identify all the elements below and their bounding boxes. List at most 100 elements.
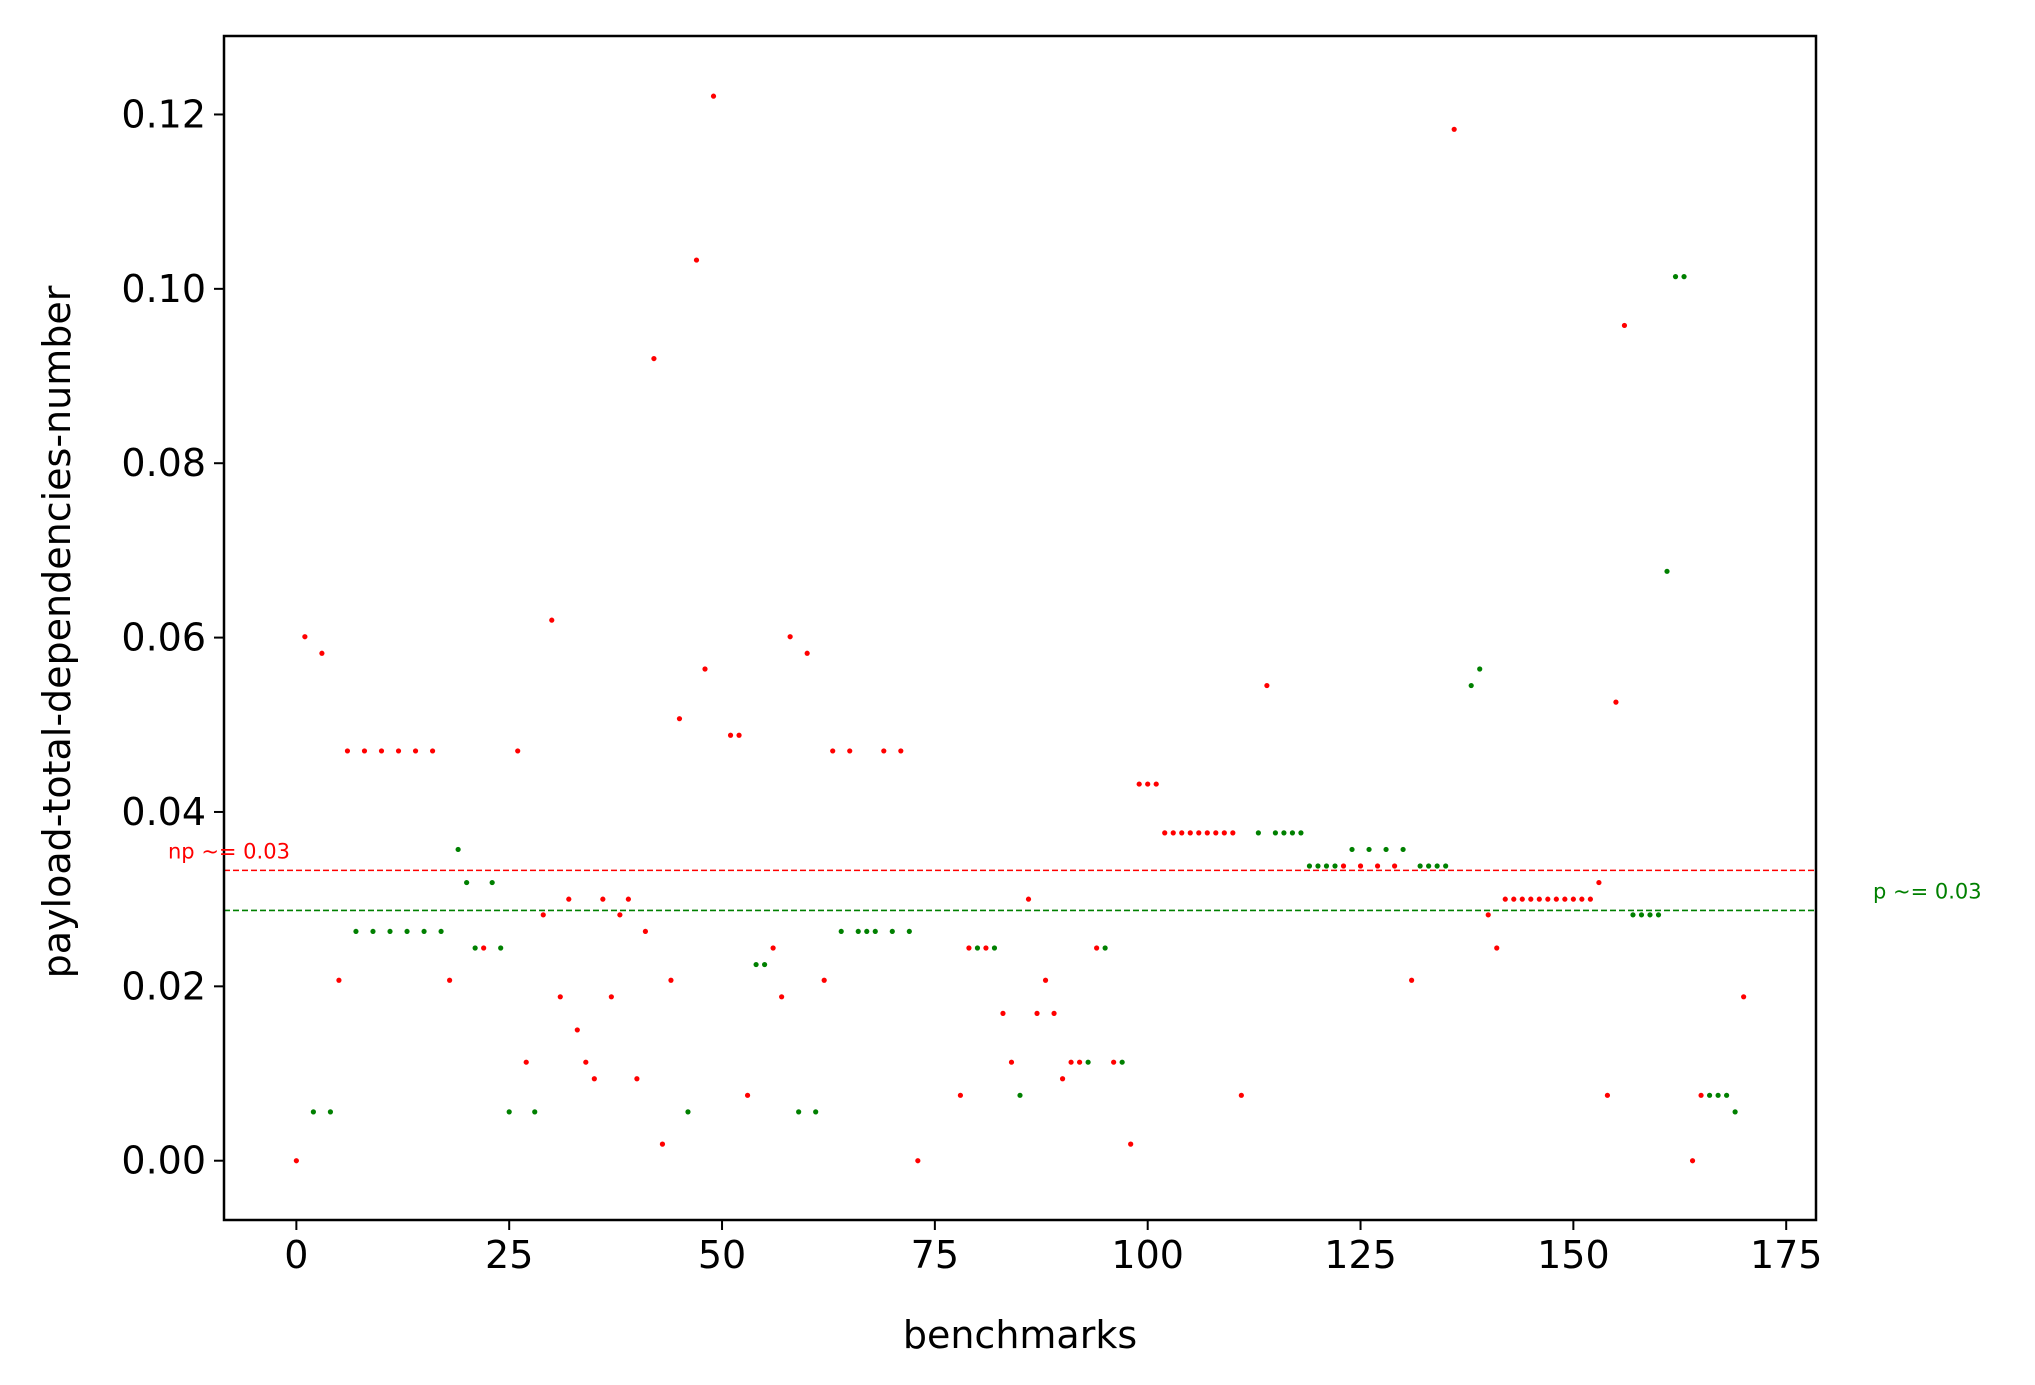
data-point-p [753, 961, 759, 968]
x-tick-label: 50 [698, 1233, 746, 1277]
data-point-np [1391, 863, 1398, 869]
data-point-np [1511, 896, 1517, 902]
data-point-p [974, 945, 981, 951]
data-point-np [1536, 896, 1542, 902]
data-point-np [1502, 896, 1508, 902]
data-point-np [881, 748, 887, 754]
data-point-np [1264, 682, 1270, 689]
data-point-p [310, 1109, 316, 1115]
data-point-np [1034, 1010, 1040, 1016]
data-point-np [1145, 781, 1151, 787]
data-point-np [600, 896, 606, 902]
data-point-np [583, 1059, 589, 1065]
data-point-p [1417, 863, 1423, 869]
data-point-p [1434, 863, 1440, 869]
data-point-p [506, 1109, 512, 1115]
data-point-p [498, 945, 504, 951]
data-point-p [1289, 830, 1296, 836]
data-point-p [1681, 274, 1687, 280]
data-point-np [787, 634, 793, 640]
data-point-p [1443, 863, 1449, 869]
data-point-p [1672, 274, 1679, 280]
data-point-np [1451, 126, 1457, 132]
data-point-np [744, 1092, 751, 1098]
data-point-p [1102, 945, 1108, 951]
data-point-np [651, 355, 657, 362]
data-point-p [889, 928, 895, 935]
x-tick-label: 175 [1750, 1233, 1823, 1277]
data-point-np [447, 977, 453, 983]
data-point-np [1111, 1059, 1117, 1065]
data-point-np [481, 945, 487, 951]
x-tick-label: 125 [1324, 1233, 1397, 1277]
y-tick-label: 0.06 [121, 616, 206, 660]
data-point-np [1230, 830, 1236, 836]
data-point-p [906, 928, 912, 935]
data-point-p [370, 928, 376, 935]
data-point-p [455, 846, 461, 853]
data-point-np [1741, 994, 1747, 1000]
data-point-np [693, 257, 700, 263]
data-point-p [472, 945, 478, 951]
data-point-p [1281, 830, 1287, 836]
x-tick-label: 100 [1111, 1233, 1184, 1277]
plot-frame [222, 34, 1818, 1222]
data-point-np [727, 732, 734, 738]
y-tick-label: 0.00 [121, 1139, 206, 1183]
data-point-np [1238, 1092, 1244, 1098]
data-point-np [1051, 1010, 1057, 1016]
x-axis-title: benchmarks [903, 1313, 1137, 1357]
data-point-np [1357, 863, 1364, 869]
data-point-np [1059, 1076, 1066, 1082]
data-point-p [1638, 912, 1645, 918]
data-point-np [1596, 879, 1602, 886]
data-point-p [685, 1109, 691, 1115]
data-point-p [1715, 1092, 1721, 1098]
data-point-p [1468, 682, 1474, 689]
x-tick-label: 75 [911, 1233, 959, 1277]
data-point-p [532, 1109, 538, 1115]
np-reference-label: np ~= 0.03 [168, 839, 290, 863]
data-point-np [574, 1027, 580, 1033]
data-point-p [1477, 666, 1483, 672]
data-point-np [608, 994, 614, 1000]
data-point-p [855, 928, 861, 935]
data-point-p [1664, 568, 1670, 574]
data-point-np [1519, 896, 1525, 902]
data-point-np [1570, 896, 1576, 902]
data-point-np [1008, 1059, 1015, 1065]
data-point-np [1153, 781, 1159, 787]
y-axis-ticks: 0.00 0.02 0.04 0.06 0.08 0.10 0.12 [121, 92, 224, 1183]
data-point-p [838, 928, 844, 935]
data-point-np [821, 977, 827, 983]
data-point-np [957, 1092, 964, 1098]
reference-lines [224, 869, 1816, 912]
y-tick-label: 0.10 [121, 267, 206, 311]
y-tick-label: 0.04 [121, 790, 206, 834]
x-tick-label: 25 [485, 1233, 533, 1277]
data-point-np [1204, 830, 1210, 836]
data-point-p [991, 945, 998, 951]
data-points [293, 93, 1747, 1164]
data-point-np [1025, 896, 1032, 902]
data-point-np [319, 650, 325, 656]
data-point-np [515, 748, 521, 754]
data-point-np [1553, 896, 1559, 902]
data-point-np [1485, 912, 1491, 918]
data-point-p [1017, 1092, 1023, 1098]
data-point-p [489, 879, 495, 886]
data-point-np [676, 716, 683, 722]
data-point-p [1272, 830, 1279, 836]
data-point-np [1494, 945, 1500, 951]
data-point-np [1579, 896, 1585, 902]
data-point-p [761, 961, 768, 968]
data-point-np [702, 666, 708, 672]
data-point-np [566, 896, 572, 902]
data-point-np [549, 617, 555, 623]
data-point-np [1621, 322, 1628, 329]
data-point-p [1332, 863, 1338, 869]
data-point-np [1604, 1092, 1611, 1098]
data-point-np [344, 748, 351, 754]
data-point-p [1732, 1109, 1738, 1115]
